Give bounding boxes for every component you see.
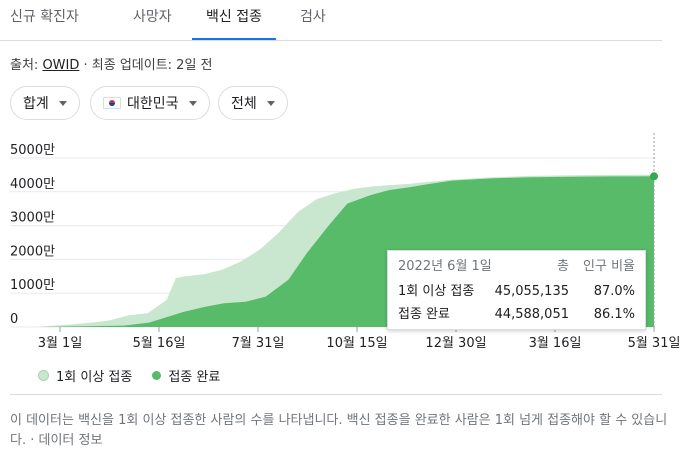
tab-vaccination[interactable]: 백신 접종	[192, 0, 276, 40]
tooltip-col-total: 총	[557, 259, 569, 274]
source-link[interactable]: OWID	[42, 58, 80, 73]
tooltip-total-full: 44,588,051	[494, 307, 569, 322]
x-tick-label: 3월 1일	[38, 336, 83, 351]
tooltip-total-one-dose: 45,055,135	[494, 284, 569, 299]
chart-legend: 1회 이상 접종 접종 완료	[38, 366, 220, 385]
chevron-down-icon	[58, 100, 67, 106]
country-dropdown[interactable]: 대한민국	[90, 86, 210, 120]
source-line: 출처: OWID · 최종 업데이트: 2일 전	[10, 54, 213, 73]
scope-label: 전체	[231, 96, 257, 112]
tab-bar: 신규 확진자 사망자 백신 접종 검사	[0, 0, 662, 41]
tooltip-label-one-dose: 1회 이상 접종	[398, 284, 475, 299]
tooltip-date: 2022년 6월 1일	[398, 259, 492, 274]
tooltip-ratio-full: 86.1%	[593, 307, 635, 322]
source-prefix: 출처:	[10, 58, 43, 73]
x-tick-label: 12월 30일	[425, 336, 486, 351]
chevron-down-icon	[188, 100, 197, 106]
legend-one-dose: 1회 이상 접종	[56, 370, 133, 385]
aggregate-label: 합계	[23, 96, 49, 112]
y-tick-label: 1000만	[10, 278, 55, 293]
legend-dot-full	[152, 371, 162, 380]
tooltip-col-ratio: 인구 비율	[583, 259, 635, 274]
tab-deaths[interactable]: 사망자	[133, 9, 172, 25]
legend-dot-one-dose	[38, 370, 49, 381]
y-tick-label: 4000만	[10, 177, 55, 192]
x-tick-label: 3월 16일	[529, 336, 582, 351]
scope-dropdown[interactable]: 전체	[218, 86, 288, 120]
korea-flag-icon	[103, 97, 121, 109]
x-tick-label: 5월 31일	[628, 336, 681, 351]
tooltip-label-full: 접종 완료	[398, 307, 450, 322]
footer-note: 이 데이터는 백신을 1회 이상 접종한 사람의 수를 나타냅니다. 백신 접종…	[10, 413, 668, 448]
y-tick-label: 0	[10, 312, 18, 327]
tooltip-ratio-one-dose: 87.0%	[593, 284, 635, 299]
hover-point	[650, 172, 658, 181]
y-tick-label: 5000만	[10, 143, 55, 158]
legend-full: 접종 완료	[168, 370, 221, 385]
chevron-down-icon	[266, 100, 275, 106]
x-tick-label: 5월 16일	[133, 336, 186, 351]
update-info: · 최종 업데이트: 2일 전	[79, 58, 213, 73]
tab-new-cases[interactable]: 신규 확진자	[10, 9, 79, 25]
x-tick-label: 10월 15일	[326, 336, 387, 351]
x-tick-label: 7월 31일	[232, 336, 285, 351]
y-tick-label: 2000만	[10, 244, 55, 259]
y-tick-label: 3000만	[10, 211, 55, 226]
divider	[10, 394, 662, 395]
country-label: 대한민국	[127, 96, 179, 112]
chart-tooltip: 2022년 6월 1일 총 인구 비율 1회 이상 접종 45,055,135 …	[387, 250, 646, 330]
aggregate-dropdown[interactable]: 합계	[10, 86, 80, 120]
tab-tests[interactable]: 검사	[300, 9, 326, 25]
